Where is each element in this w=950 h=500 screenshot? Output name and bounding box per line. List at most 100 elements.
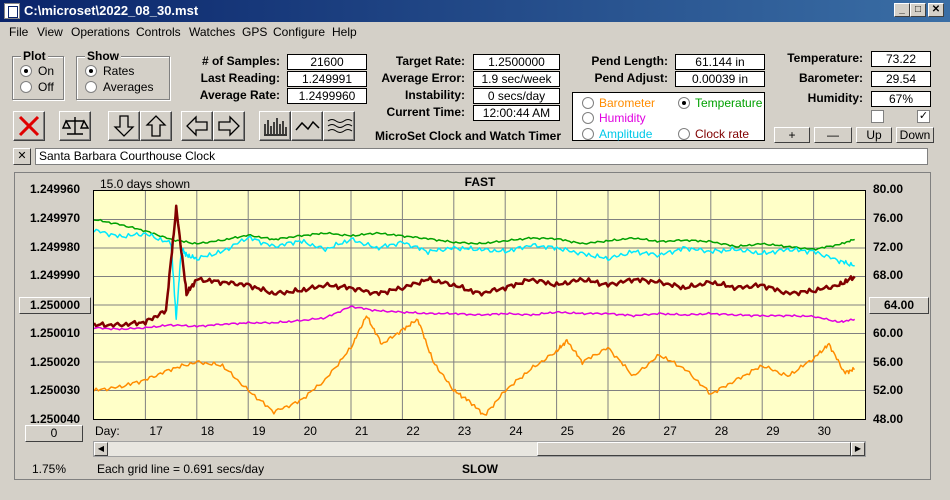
y-left-tick-label: 1.249960 xyxy=(30,182,81,196)
humidity-field: 67% xyxy=(871,91,931,107)
x-tick-label: 26 xyxy=(612,424,626,438)
zero-button[interactable]: 0 xyxy=(25,425,83,442)
humidity-radio[interactable] xyxy=(582,112,594,124)
average-error-field: 1.9 sec/week xyxy=(473,71,560,87)
menu-configure[interactable]: Configure xyxy=(273,25,326,39)
y-right-tick-label: 80.00 xyxy=(873,182,904,196)
x-tick-label: 24 xyxy=(509,424,523,438)
menu-help[interactable]: Help xyxy=(332,25,357,39)
menu-controls[interactable]: Controls xyxy=(136,25,181,39)
wave-graph-icon xyxy=(327,119,353,133)
plot-group-title: Plot xyxy=(21,49,48,63)
title-bar: C:\microset\2022_08_30.mst _ □ ✕ xyxy=(0,0,950,22)
menu-operations[interactable]: Operations xyxy=(71,25,130,39)
arrow-down-button[interactable] xyxy=(108,111,140,141)
humidity-label: Humidity: xyxy=(807,91,863,105)
plot-area xyxy=(93,190,866,420)
center-rate-button[interactable]: 1.250000 xyxy=(19,297,91,314)
show-averages-radio[interactable] xyxy=(85,81,97,93)
show-group: Show xyxy=(76,49,170,100)
arrow-left-icon xyxy=(186,115,208,137)
menu-file[interactable]: File xyxy=(9,25,29,39)
y-right-tick-label: 72.00 xyxy=(873,239,904,254)
temperature-field: 73.22 xyxy=(871,51,931,67)
y-right-tick-label: 60.00 xyxy=(873,325,904,340)
scroll-right-arrow[interactable]: ▶ xyxy=(851,442,865,456)
average-rate-label: Average Rate: xyxy=(199,88,280,102)
last-reading-field: 1.249991 xyxy=(287,71,367,87)
plot-off-radio[interactable] xyxy=(20,81,32,93)
scale-plus-button[interactable]: + xyxy=(774,127,810,143)
close-window-button[interactable]: ✕ xyxy=(928,3,944,17)
x-tick-label: 25 xyxy=(560,424,574,438)
plot-on-label: On xyxy=(38,64,55,78)
series-line-temperature xyxy=(94,218,855,251)
arrow-up-icon xyxy=(145,115,167,137)
balance-button[interactable] xyxy=(59,111,91,141)
scale-down-button[interactable]: Down xyxy=(896,127,934,143)
plot-on-radio[interactable] xyxy=(20,65,32,77)
menu-gps[interactable]: GPS xyxy=(242,25,268,39)
series-line-barometer xyxy=(94,315,855,416)
menu-watches[interactable]: Watches xyxy=(189,25,236,39)
scale-up-button[interactable]: Up xyxy=(856,127,892,143)
clock-rate-option-label: Clock rate xyxy=(695,127,750,141)
scroll-left-arrow[interactable]: ◀ xyxy=(94,442,108,456)
arrow-right-button[interactable] xyxy=(213,111,245,141)
y-left-tick-label: 1.250040 xyxy=(30,412,81,426)
sensor-options-box xyxy=(572,92,765,141)
x-tick-label: 19 xyxy=(252,424,266,438)
x-tick-label: 18 xyxy=(200,424,215,438)
x-tick-label: 22 xyxy=(406,424,420,438)
average-error-label: Average Error: xyxy=(381,71,465,85)
temperature-radio[interactable] xyxy=(678,97,690,109)
menu-view[interactable]: View xyxy=(37,25,63,39)
series-line-humidity xyxy=(94,305,856,331)
samples-label: # of Samples: xyxy=(201,54,280,68)
center-value-button[interactable]: 64.00 xyxy=(869,297,929,314)
app-icon xyxy=(4,3,20,19)
barometer-radio[interactable] xyxy=(582,97,594,109)
show-rates-radio[interactable] xyxy=(85,65,97,77)
y-right-tick-label: 48.00 xyxy=(873,412,904,426)
y-left-tick-label: 1.250030 xyxy=(30,383,81,398)
pend-adjust-field: 0.00039 in xyxy=(675,71,765,87)
last-reading-label: Last Reading: xyxy=(200,71,280,85)
barometer-field: 29.54 xyxy=(871,71,931,87)
horizontal-scrollbar[interactable]: ◀ ▶ xyxy=(93,441,866,457)
x-axis-prefix: Day: xyxy=(95,424,120,438)
wave-graph-button[interactable] xyxy=(323,111,355,141)
arrow-up-button[interactable] xyxy=(140,111,172,141)
percent-label: 1.75% xyxy=(32,462,67,476)
plot-off-label: Off xyxy=(38,80,54,94)
stop-button[interactable] xyxy=(13,111,45,141)
amplitude-radio[interactable] xyxy=(582,128,594,140)
chart-svg xyxy=(94,191,865,419)
y-left-tick-label: 1.250020 xyxy=(30,354,81,369)
scroll-thumb[interactable] xyxy=(537,442,851,456)
minimize-button[interactable]: _ xyxy=(894,3,910,17)
current-time-field: 12:00:44 AM xyxy=(473,105,560,121)
maximize-button[interactable]: □ xyxy=(910,3,926,17)
plot-group: Plot xyxy=(12,49,64,100)
checkbox-right[interactable]: ✓ xyxy=(917,110,930,123)
show-averages-label: Averages xyxy=(103,80,154,94)
line-graph-icon xyxy=(295,120,320,131)
checkbox-left[interactable] xyxy=(871,110,884,123)
days-shown-label: 15.0 days shown xyxy=(100,177,191,191)
description-input[interactable]: Santa Barbara Courthouse Clock xyxy=(35,148,928,165)
grid-note: Each grid line = 0.691 secs/day xyxy=(97,462,265,476)
x-tick-label: 21 xyxy=(355,424,369,438)
target-rate-label: Target Rate: xyxy=(395,54,465,68)
line-graph-button[interactable] xyxy=(291,111,323,141)
pend-length-field[interactable]: 61.144 in xyxy=(675,54,765,70)
scale-minus-button[interactable]: — xyxy=(814,127,852,143)
bar-graph-button[interactable] xyxy=(259,111,291,141)
arrow-left-button[interactable] xyxy=(181,111,213,141)
x-tick-label: 29 xyxy=(766,424,780,438)
target-rate-field[interactable]: 1.2500000 xyxy=(473,54,560,70)
y-left-tick-label: 1.250010 xyxy=(30,325,81,340)
y-left-tick-label: 1.249990 xyxy=(30,268,81,283)
clear-description-button[interactable]: ✕ xyxy=(13,148,31,165)
clock-rate-radio[interactable] xyxy=(678,128,690,140)
